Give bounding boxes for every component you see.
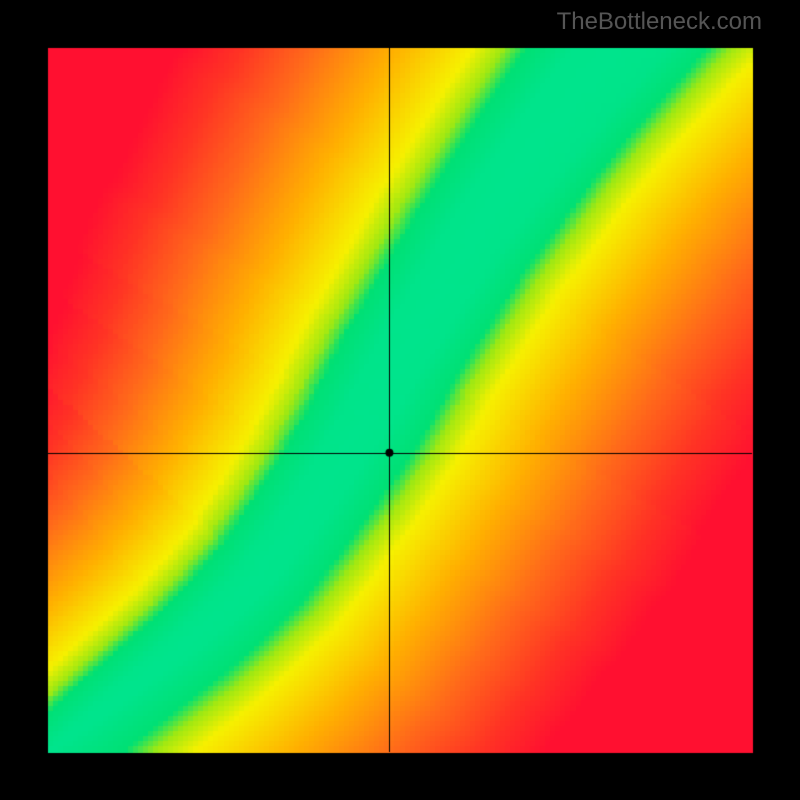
bottleneck-heatmap: [0, 0, 800, 800]
chart-container: TheBottleneck.com: [0, 0, 800, 800]
watermark-text: TheBottleneck.com: [557, 8, 762, 36]
